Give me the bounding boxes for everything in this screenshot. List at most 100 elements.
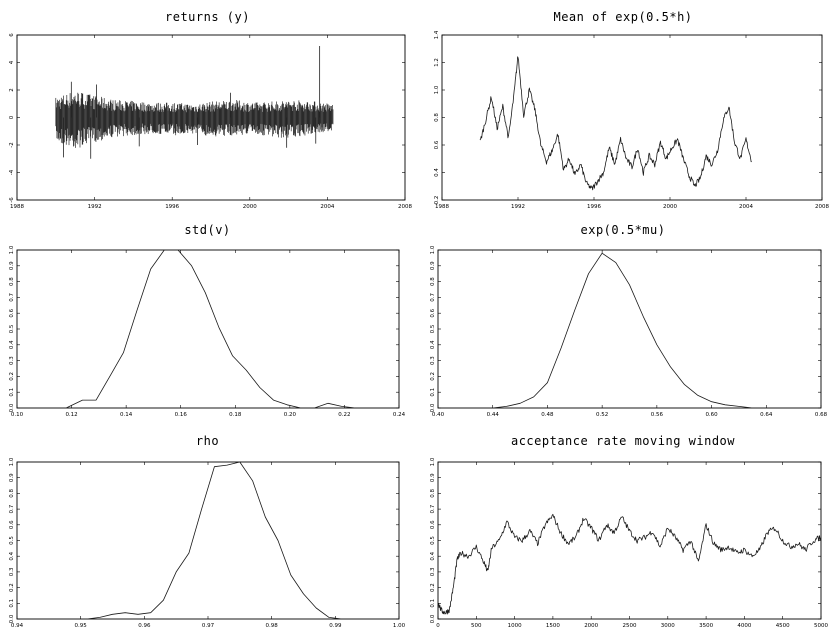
series-line [65, 249, 356, 409]
y-tick-label: 0.3 [430, 356, 436, 365]
series-line [437, 513, 822, 615]
x-tick-label: 1988 [435, 204, 449, 210]
x-tick-label: 2000 [584, 623, 598, 629]
y-tick-label: 1.2 [434, 58, 440, 67]
x-tick-label: 0.68 [815, 412, 828, 418]
y-tick-label: 0.7 [430, 293, 436, 302]
y-tick-label: 0.6 [434, 140, 440, 149]
y-tick-label: 0.4 [430, 551, 436, 560]
y-tick-label: -4 [9, 169, 15, 175]
y-tick-label: 0.9 [430, 261, 436, 270]
x-tick-label: 0.40 [432, 412, 445, 418]
chart-title: returns (y) [165, 10, 250, 24]
x-tick-label: 1996 [165, 204, 179, 210]
y-tick-label: 0.3 [9, 567, 15, 576]
x-tick-label: 0.20 [284, 412, 297, 418]
y-tick-label: 0.5 [9, 324, 15, 333]
y-tick-label: 0.5 [430, 324, 436, 333]
y-tick-label: 1.0 [430, 457, 436, 466]
chart-title: exp(0.5*mu) [580, 223, 666, 237]
x-tick-label: 2500 [623, 623, 637, 629]
series-line [86, 461, 355, 620]
x-tick-label: 1988 [10, 204, 24, 210]
y-tick-label: 0.0 [430, 403, 436, 412]
y-tick-label: 0 [9, 115, 15, 119]
y-tick-label: 0.8 [430, 489, 436, 498]
y-tick-label: 0.1 [9, 599, 15, 608]
x-tick-label: 0.99 [329, 623, 342, 629]
y-tick-label: 1.4 [434, 30, 440, 39]
y-tick-label: 0.4 [434, 168, 440, 177]
x-tick-label: 2008 [398, 204, 412, 210]
x-tick-label: 3000 [661, 623, 675, 629]
x-tick-label: 2004 [320, 204, 334, 210]
y-tick-label: 0.2 [430, 583, 436, 592]
y-tick-label: 1.0 [9, 245, 15, 254]
series-returns [55, 46, 334, 159]
x-tick-label: 3500 [699, 623, 713, 629]
y-tick-label: 0.3 [9, 356, 15, 365]
y-tick-label: 0.9 [430, 473, 436, 482]
y-tick-label: 0.7 [430, 504, 436, 513]
x-tick-label: 0.95 [75, 623, 88, 629]
y-tick-label: 0.8 [434, 113, 440, 122]
panel-exp-mu: exp(0.5*mu) 0.40 0.44 0.48 0.52 0.56 0.60 0.64… [415, 211, 831, 422]
y-tick-label: 0.2 [434, 196, 440, 205]
x-tick-label: 0.18 [229, 412, 242, 418]
x-tick-label: 1000 [508, 623, 522, 629]
plot-frame [437, 249, 822, 409]
y-tick-label: 0.3 [430, 567, 436, 576]
x-tick-label: 0.60 [705, 412, 718, 418]
chart-std-v: 0.10 0.12 0.14 0.16 0.18 0.20 0.22 0.24 0.0 0.1 0.… [9, 245, 406, 418]
y-tick-label: 4 [9, 60, 15, 64]
series-line [492, 252, 767, 409]
x-tick-label: 2004 [739, 204, 753, 210]
x-tick-label: 0.24 [393, 412, 406, 418]
x-tick-label: 1992 [511, 204, 525, 210]
x-tick-label: 1992 [88, 204, 102, 210]
x-tick-label: 0.96 [138, 623, 151, 629]
y-tick-label: 0.8 [9, 277, 15, 286]
panel-acceptance-rate: acceptance rate moving window 0 500 1000 15… [415, 422, 831, 633]
y-tick-label: 0.4 [9, 551, 15, 560]
x-tick-label: 0 [436, 623, 440, 629]
chart-title: rho [195, 434, 220, 448]
x-tick-label: 1500 [546, 623, 560, 629]
x-tick-label: 0.44 [487, 412, 500, 418]
y-tick-label: 0.8 [430, 277, 436, 286]
y-tick-label: 0.1 [430, 599, 436, 608]
x-tick-label: 1996 [587, 204, 601, 210]
y-tick-label: 0.7 [9, 504, 15, 513]
y-tick-label: 0.9 [9, 473, 15, 482]
plot-frame [16, 249, 400, 409]
x-tick-label: 0.16 [175, 412, 188, 418]
x-tick-label: 0.97 [202, 623, 215, 629]
y-tick-label: 0.7 [9, 293, 15, 302]
y-tick-label: 0.9 [9, 261, 15, 270]
x-tick-label: 500 [471, 623, 482, 629]
x-tick-label: 0.14 [120, 412, 133, 418]
x-tick-label: 0.10 [11, 412, 24, 418]
x-tick-label: 0.98 [266, 623, 279, 629]
plot-frame [441, 34, 823, 201]
y-tick-label: 1.0 [430, 245, 436, 254]
y-tick-label: 0.5 [430, 536, 436, 545]
y-tick-label: 0.4 [430, 340, 436, 349]
y-tick-label: 0.6 [9, 520, 15, 529]
x-tick-label: 4000 [737, 623, 751, 629]
y-tick-label: 0.1 [430, 388, 436, 397]
chart-title: std(v) [184, 223, 231, 237]
x-tick-label: 0.56 [651, 412, 664, 418]
y-tick-label: 2 [9, 88, 15, 92]
y-tick-label: 0.0 [9, 614, 15, 623]
y-tick-label: 0.2 [9, 583, 15, 592]
panel-rho: rho 0.94 0.95 0.96 0.97 0.98 0.99 1.00 0.0 0.1 0.… [0, 422, 415, 633]
x-tick-label: 0.22 [338, 412, 350, 418]
chart-title: acceptance rate moving window [510, 434, 735, 448]
plot-frame [16, 461, 400, 620]
y-tick-label: 0.2 [430, 372, 436, 381]
chart-mean-exp-h: 1988 1992 1996 2000 2004 2008 0.2 0.4 0.6 0.8 1.0 1… [434, 30, 829, 210]
x-tick-label: 0.94 [11, 623, 24, 629]
y-tick-label: 0.0 [430, 614, 436, 623]
y-tick-label: 1.0 [9, 457, 15, 466]
